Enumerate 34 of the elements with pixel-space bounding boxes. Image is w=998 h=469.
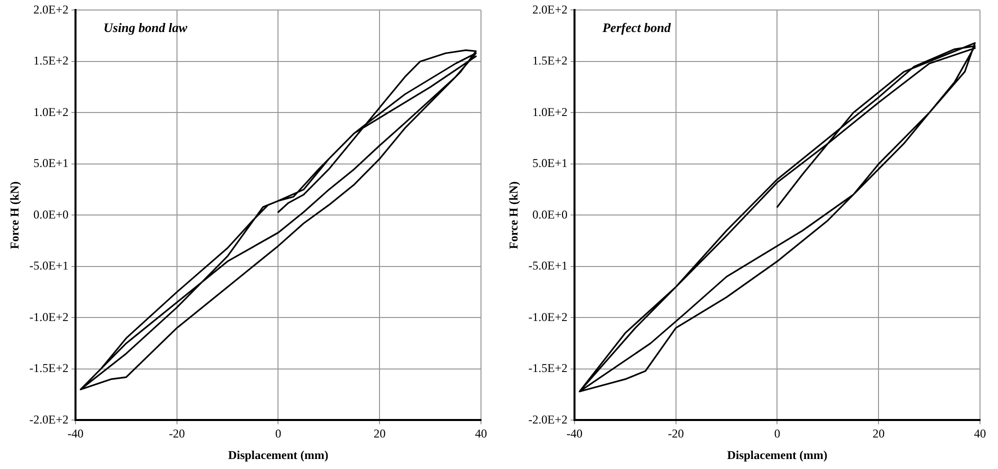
y-tick-label: 5.0E+1 [33, 156, 68, 170]
y-tick-label: -1.0E+2 [528, 310, 568, 324]
y-tick-label: 2.0E+2 [532, 2, 568, 16]
x-tick-label: 40 [974, 426, 986, 441]
y-tick-label: 1.0E+2 [532, 104, 568, 119]
y-tick-label: -2.0E+2 [528, 412, 568, 426]
y-tick-label: -1.5E+2 [29, 361, 68, 376]
y-tick-label: -5.0E+1 [29, 258, 68, 273]
x-tick-label: 0 [774, 426, 780, 441]
y-axis-title: Force H (kN) [506, 181, 520, 250]
annotation: Perfect bond [602, 20, 672, 36]
y-tick-label: 0.0E+0 [33, 207, 68, 222]
x-tick-label: -40 [566, 426, 582, 441]
annotation: Using bond law [103, 20, 188, 36]
y-tick-label: -5.0E+1 [528, 258, 568, 273]
y-tick-label: 5.0E+1 [532, 156, 568, 170]
y-tick-label: -1.0E+2 [29, 310, 68, 324]
y-tick-label: 1.5E+2 [33, 54, 68, 68]
y-tick-label: 2.0E+2 [33, 2, 68, 16]
y-tick-label: -2.0E+2 [29, 412, 68, 426]
x-tick-label: 40 [475, 426, 487, 441]
x-tick-label: 0 [275, 426, 282, 441]
y-axis-title: Force H (kN) [7, 181, 22, 250]
x-tick-label: 20 [872, 426, 885, 441]
x-tick-label: -40 [67, 426, 84, 441]
y-tick-label: 1.0E+2 [33, 104, 68, 119]
y-tick-label: 1.5E+2 [532, 54, 568, 68]
x-tick-label: -20 [168, 426, 185, 441]
x-tick-label: 20 [374, 426, 386, 441]
y-tick-label: -1.5E+2 [528, 361, 568, 376]
x-axis-title: Displacement (mm) [228, 448, 328, 462]
y-tick-label: 0.0E+0 [532, 207, 568, 222]
x-tick-label: -20 [668, 426, 684, 441]
x-axis-title: Displacement (mm) [727, 448, 828, 462]
